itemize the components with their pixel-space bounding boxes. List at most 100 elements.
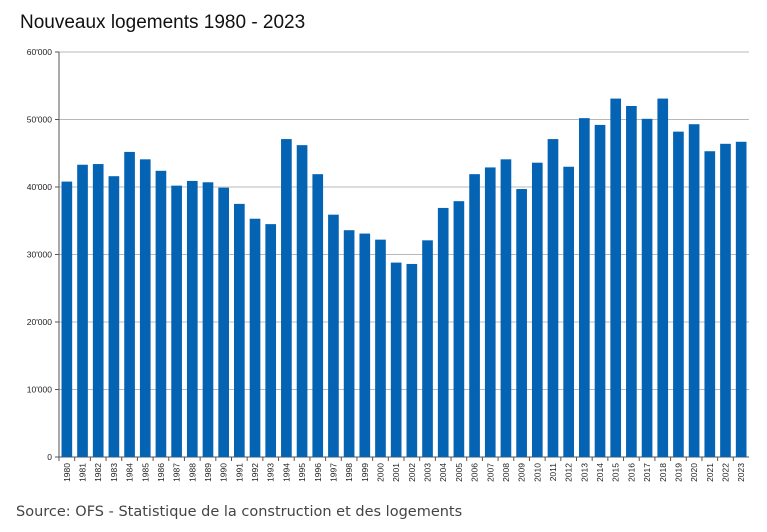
y-tick-label: 50'000 <box>27 115 53 125</box>
bar-2014 <box>594 124 606 458</box>
bar-2000 <box>375 239 386 457</box>
x-tick-label: 2008 <box>501 463 511 482</box>
bar-1994 <box>281 139 292 457</box>
x-tick-label: 1988 <box>187 463 197 482</box>
x-tick-label: 1995 <box>297 463 307 482</box>
bar-2021 <box>704 151 716 457</box>
bar-1983 <box>108 176 120 457</box>
x-tick-label: 1987 <box>172 463 182 482</box>
bar-1985 <box>139 159 151 457</box>
x-tick-label: 2007 <box>485 463 495 482</box>
chart-title: Nouveaux logements 1980 - 2023 <box>20 12 306 33</box>
bar-1988 <box>186 180 198 458</box>
x-tick-label: 1981 <box>78 463 88 482</box>
y-tick-label: 10'000 <box>27 385 53 395</box>
x-tick-label: 1986 <box>156 463 166 482</box>
x-tick-label: 2010 <box>532 463 542 482</box>
bar-chart: 0 10'000 20'000 30'000 40'000 50'000 60'000 19… <box>27 47 749 482</box>
bar-1980 <box>61 181 73 457</box>
bar-2010 <box>531 162 543 457</box>
bar-2011 <box>547 139 559 457</box>
bar-1997 <box>328 214 339 457</box>
x-tick-label: 1990 <box>219 463 229 482</box>
y-tick-label: 60'000 <box>27 47 53 57</box>
x-tick-label: 2013 <box>579 463 589 482</box>
x-tick-label: 1993 <box>266 463 276 482</box>
x-tick-label: 2005 <box>454 463 464 482</box>
bars <box>61 98 747 458</box>
x-tick-label: 2015 <box>611 463 621 482</box>
x-tick-label: 2016 <box>626 463 636 482</box>
x-tick-label: 2004 <box>438 463 448 482</box>
x-tick-label: 2020 <box>689 463 699 482</box>
bar-1998 <box>343 230 355 457</box>
x-tick-label: 1980 <box>62 463 72 482</box>
x-tick-label: 1989 <box>203 463 213 482</box>
bar-2002 <box>406 263 418 457</box>
x-tick-label: 2017 <box>642 463 652 482</box>
x-tick-label: 2002 <box>407 463 417 482</box>
y-tick-labels: 0 10'000 20'000 30'000 40'000 50'000 60'000 <box>27 47 53 462</box>
bar-1982 <box>92 164 104 458</box>
x-tick-label: 2006 <box>470 463 480 482</box>
y-tick-label: 30'000 <box>27 250 53 260</box>
bar-2004 <box>437 207 449 457</box>
bar-2006 <box>469 174 480 458</box>
x-tick-label: 2019 <box>673 463 683 482</box>
x-tick-label: 1994 <box>281 463 291 482</box>
bar-2001 <box>390 262 402 457</box>
bar-2018 <box>657 98 669 457</box>
bar-1990 <box>218 187 229 458</box>
bar-2016 <box>626 106 637 457</box>
x-tick-label: 2023 <box>736 463 746 482</box>
x-tick-label: 1999 <box>360 463 370 482</box>
x-tick-label: 1991 <box>234 463 244 482</box>
bar-2008 <box>500 159 512 457</box>
bar-2022 <box>720 143 731 458</box>
bar-1987 <box>171 185 182 457</box>
x-tick-labels: 1980 1981 1982 1983 1984 1985 1986 1987 1988 1989… <box>62 463 746 482</box>
x-tick-label: 1996 <box>313 463 323 482</box>
bar-2020 <box>688 124 700 457</box>
bar-1991 <box>234 203 245 457</box>
source-note: Source: OFS - Statistique de la construc… <box>16 504 463 520</box>
x-tick-label: 2000 <box>375 463 385 482</box>
x-tick-label: 1992 <box>250 463 260 482</box>
x-tick-label: 1983 <box>109 463 119 482</box>
bar-2003 <box>422 240 433 457</box>
bar-1993 <box>265 224 277 457</box>
bar-2012 <box>563 166 574 457</box>
bar-1981 <box>77 164 88 457</box>
x-tick-label: 2022 <box>720 463 730 482</box>
x-tick-label: 2009 <box>517 463 527 482</box>
bar-2009 <box>516 189 527 457</box>
bar-2007 <box>484 167 496 458</box>
bar-1999 <box>359 233 371 457</box>
bar-2023 <box>735 141 747 457</box>
x-tick-label: 1982 <box>93 463 103 482</box>
bar-1984 <box>124 151 135 457</box>
x-tick-label: 2012 <box>564 463 574 482</box>
bar-2013 <box>579 118 590 458</box>
bar-1996 <box>312 174 324 458</box>
x-tick-label: 2003 <box>423 463 433 482</box>
y-tick-label: 0 <box>47 452 52 462</box>
x-tick-label: 1998 <box>344 463 354 482</box>
x-tick-label: 2011 <box>548 463 558 482</box>
bar-1986 <box>155 170 167 458</box>
x-tick-label: 1997 <box>328 463 338 482</box>
bar-1992 <box>249 218 261 457</box>
bar-2019 <box>673 131 684 457</box>
y-tick-label: 40'000 <box>27 182 53 192</box>
x-tick-label: 1984 <box>125 463 135 482</box>
bar-1989 <box>202 182 214 457</box>
x-tick-label: 2001 <box>391 463 401 482</box>
x-tick-label: 2014 <box>595 463 605 482</box>
bar-2015 <box>610 98 622 457</box>
x-tick-label: 2021 <box>705 463 715 482</box>
x-tick-label: 2018 <box>658 463 668 482</box>
bar-2017 <box>641 118 653 457</box>
x-tick-label: 1985 <box>140 463 150 482</box>
y-tick-label: 20'000 <box>27 317 53 327</box>
bar-2005 <box>453 201 465 457</box>
